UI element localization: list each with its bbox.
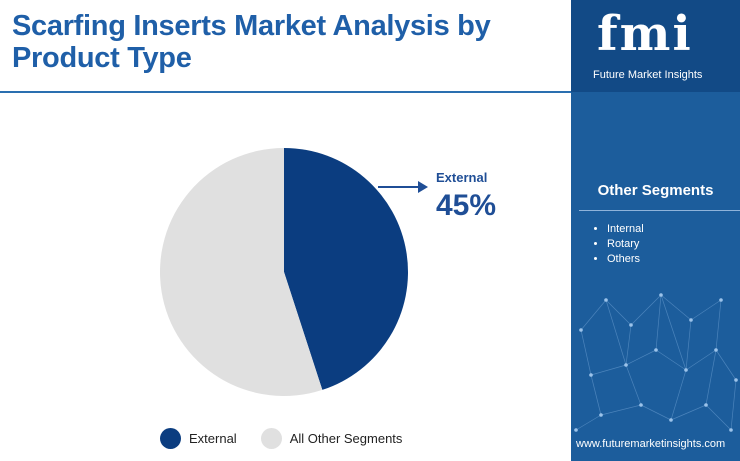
title-divider xyxy=(0,91,571,93)
pie-slice-all-other-segments xyxy=(159,148,323,396)
network-node xyxy=(604,298,608,302)
network-link xyxy=(605,299,627,366)
callout-value: 45% xyxy=(436,189,497,222)
other-segments-title: Other Segments xyxy=(597,182,714,199)
network-node xyxy=(684,368,688,372)
logo: fmi Future Market Insights xyxy=(571,0,740,92)
network-link xyxy=(685,319,692,371)
network-node xyxy=(579,328,583,332)
network-link xyxy=(630,294,662,326)
network-link xyxy=(670,404,707,421)
network-node xyxy=(669,418,673,422)
segments-divider xyxy=(579,210,740,211)
network-node xyxy=(689,318,693,322)
network-link xyxy=(575,414,602,431)
network-node xyxy=(714,348,718,352)
network-link xyxy=(730,379,737,431)
network-node xyxy=(659,293,663,297)
legend: External All Other Segments xyxy=(160,428,426,449)
network-link xyxy=(670,369,687,421)
network-link xyxy=(715,299,722,351)
legend-label-external: External xyxy=(189,431,237,446)
network-link xyxy=(590,374,602,416)
other-segments-list: Internal Rotary Others xyxy=(591,222,644,267)
legend-label-other: All Other Segments xyxy=(289,431,403,446)
network-node xyxy=(654,348,658,352)
network-link xyxy=(625,349,657,366)
pie-slice-external xyxy=(284,148,408,390)
network-link xyxy=(660,294,687,371)
chart-title: Scarfing Inserts Market Analysis by Prod… xyxy=(12,10,491,74)
network-link xyxy=(590,364,627,376)
network-node xyxy=(639,403,643,407)
network-node xyxy=(629,323,633,327)
network-link xyxy=(705,349,717,406)
network-link xyxy=(625,364,642,406)
network-link xyxy=(600,404,642,416)
network-link xyxy=(690,299,722,321)
callout-label: External xyxy=(436,170,488,185)
sidebar: fmi Future Market Insights Other Segment… xyxy=(571,0,740,461)
legend-swatch-external xyxy=(160,428,181,449)
callout: External 45% xyxy=(436,170,496,223)
network-link xyxy=(625,324,632,366)
network-link xyxy=(685,349,717,371)
network-node xyxy=(719,298,723,302)
segment-item: Rotary xyxy=(607,237,644,252)
network-node xyxy=(589,373,593,377)
legend-item-external: External xyxy=(160,428,237,449)
network-decoration xyxy=(574,293,738,432)
segment-item: Others xyxy=(607,252,644,267)
network-link xyxy=(580,329,592,376)
chart-panel: Scarfing Inserts Market Analysis by Prod… xyxy=(0,10,571,449)
network-node xyxy=(574,428,578,432)
logo-subtitle: Future Market Insights xyxy=(593,69,703,81)
network-node xyxy=(704,403,708,407)
logo-mark: fmi xyxy=(597,6,693,62)
network-node xyxy=(734,378,738,382)
network-link xyxy=(605,299,632,326)
network-link xyxy=(655,294,662,351)
network-link xyxy=(580,299,607,331)
network-link xyxy=(655,349,687,371)
website-url: www.futuremarketinsights.com xyxy=(576,438,726,450)
network-link xyxy=(660,294,692,321)
network-link xyxy=(715,349,737,381)
pie-chart xyxy=(159,148,428,396)
legend-item-other: All Other Segments xyxy=(260,428,403,449)
network-link xyxy=(640,404,672,421)
segment-item: Internal xyxy=(607,222,644,237)
network-node xyxy=(599,413,603,417)
network-node xyxy=(729,428,733,432)
callout-arrow-head xyxy=(418,181,428,193)
network-node xyxy=(624,363,628,367)
network-link xyxy=(705,404,732,431)
legend-swatch-other xyxy=(260,428,282,449)
